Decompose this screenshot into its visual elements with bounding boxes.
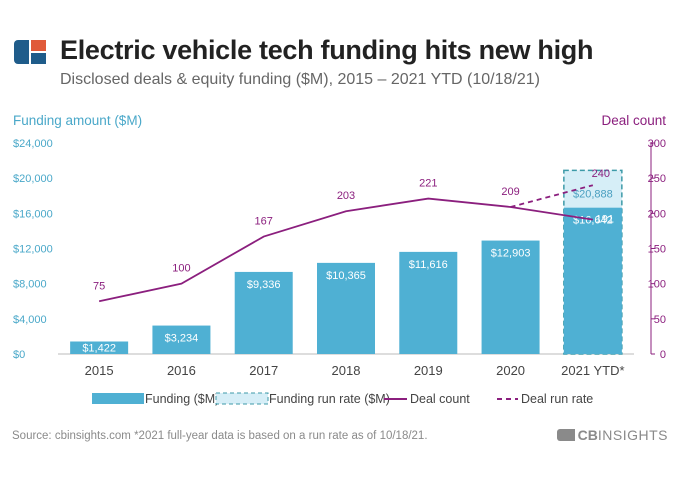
funding-data-label: $1,422	[82, 343, 116, 355]
left-tick-label: $20,000	[13, 173, 53, 185]
left-tick-label: $0	[13, 349, 25, 361]
right-tick-label: 50	[654, 314, 666, 326]
x-tick-label: 2015	[85, 363, 114, 378]
right-tick-label: 150	[648, 244, 666, 256]
deal-runrate-label: 240	[592, 168, 610, 180]
funding-data-label: $12,903	[491, 248, 531, 260]
x-tick-label: 2017	[249, 363, 278, 378]
right-tick-label: 0	[660, 349, 666, 361]
right-tick-label: 100	[648, 279, 666, 291]
funding-bar	[70, 341, 129, 354]
x-tick-label: 2016	[167, 363, 196, 378]
right-tick-label: 300	[648, 138, 666, 150]
deal-count-label: 203	[337, 190, 355, 202]
funding-data-label: $11,616	[409, 259, 448, 271]
legend-runrate-swatch	[215, 392, 269, 405]
funding-bar	[481, 240, 540, 354]
brand-cb-text: CB	[577, 427, 598, 443]
deal-count-label: 100	[172, 263, 190, 275]
runrate-data-label: $20,888	[573, 189, 613, 201]
funding-data-label: $10,365	[326, 270, 366, 282]
cb-insights-logo-icon	[14, 40, 46, 64]
funding-bar	[317, 262, 375, 354]
funding-bar	[399, 251, 458, 354]
deal-count-label: 221	[419, 178, 437, 190]
left-tick-label: $12,000	[13, 244, 53, 256]
left-tick-label: $16,000	[13, 208, 53, 220]
deal-count-label: 167	[255, 216, 273, 228]
source-note: Source: cbinsights.com *2021 full-year d…	[12, 430, 428, 442]
x-tick-label: 2020	[496, 363, 525, 378]
x-tick-label: 2021 YTD*	[561, 363, 624, 378]
left-tick-label: $4,000	[13, 314, 47, 326]
funding-data-label: $3,234	[165, 333, 199, 345]
funding-bar	[152, 325, 211, 354]
funding-bar	[234, 271, 293, 354]
legend-deal-count-label: Deal count	[410, 392, 470, 406]
funding-data-label: $9,336	[247, 279, 281, 291]
right-axis-title: Deal count	[601, 113, 666, 128]
deal-count-label: 191	[596, 214, 614, 226]
brand-logo: CB INSIGHTS	[556, 427, 668, 443]
left-tick-label: $8,000	[13, 279, 47, 291]
deal-count-label: 209	[501, 186, 519, 198]
legend-funding-label: Funding ($M)	[145, 392, 219, 406]
funding-bar	[563, 207, 622, 354]
legend-deal-runrate-label: Deal run rate	[521, 392, 593, 406]
left-axis-title: Funding amount ($M)	[13, 113, 142, 128]
chart-title: Electric vehicle tech funding hits new h…	[60, 35, 594, 65]
right-tick-label: 250	[648, 173, 666, 185]
legend-funding-swatch	[92, 393, 144, 404]
chart-subtitle: Disclosed deals & equity funding ($M), 2…	[60, 71, 540, 88]
deal-count-label: 75	[93, 280, 105, 292]
x-tick-label: 2018	[332, 363, 361, 378]
brand-mark-icon	[556, 429, 575, 441]
brand-insights-text: INSIGHTS	[597, 427, 668, 443]
left-tick-label: $24,000	[13, 138, 53, 150]
right-tick-label: 200	[648, 208, 666, 220]
x-tick-label: 2019	[414, 363, 443, 378]
legend-runrate-label: Funding run rate ($M)	[269, 392, 390, 406]
